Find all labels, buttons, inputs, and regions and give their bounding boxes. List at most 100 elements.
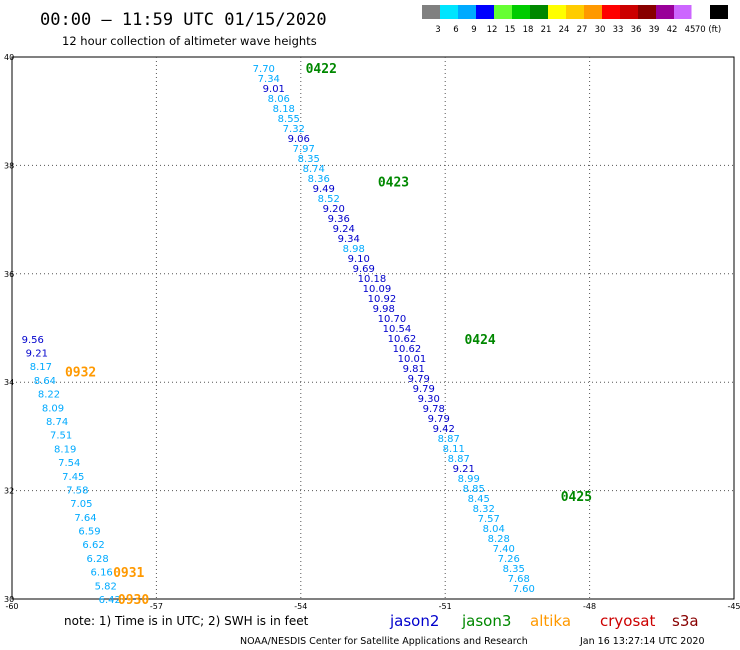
wave-height-value: 8.87 [448, 454, 470, 465]
wave-height-value: 7.26 [498, 554, 520, 565]
colorbar-label: 3 [435, 25, 440, 35]
wave-height-value: 9.10 [348, 254, 370, 265]
pass-labels: 0422 0423 0424 0425 0932 0931 0930 [65, 62, 592, 608]
pass-time-label: 0424 [464, 333, 495, 348]
wave-height-value: 10.54 [383, 324, 412, 335]
plot-border [11, 56, 735, 600]
wave-height-value: 7.97 [293, 144, 315, 155]
wave-height-value: 8.45 [468, 494, 490, 505]
wave-height-value: 8.64 [34, 376, 56, 387]
colorbar-label: 33 [613, 25, 624, 35]
wave-height-value: 8.22 [38, 390, 60, 401]
colorbar-swatch [512, 5, 530, 19]
colorbar-label: 21 [541, 25, 552, 35]
colorbar-label: 6 [453, 25, 458, 35]
y-tick-label: 34 [4, 378, 14, 387]
wave-height-value: 7.54 [58, 458, 80, 469]
legend-jason2: jason2 [389, 612, 439, 630]
wave-height-value: 8.99 [458, 474, 480, 485]
colorbar-swatch [440, 5, 458, 19]
colorbar-swatch [674, 5, 692, 19]
satellite-legend: jason2 jason3 altika cryosat s3a [389, 612, 699, 630]
colorbar-swatch [458, 5, 476, 19]
chart-subtitle: 12 hour collection of altimeter wave hei… [62, 34, 317, 48]
data-points: 7.707.349.018.068.188.557.329.067.978.35… [22, 64, 535, 606]
colorbar-swatch [656, 5, 674, 19]
pass-time-label: 0423 [378, 176, 409, 191]
x-tick-label: -60 [5, 602, 18, 611]
wave-height-value: 8.35 [503, 564, 525, 575]
colorbar-label: 39 [649, 25, 660, 35]
wave-height-value: 7.34 [258, 74, 280, 85]
wave-height-value: 8.19 [54, 444, 76, 455]
colorbar-swatch [638, 5, 656, 19]
wave-height-value: 8.85 [463, 484, 485, 495]
wave-height-value: 8.98 [343, 244, 365, 255]
wave-height-value: 9.01 [263, 84, 285, 95]
wave-height-value: 7.57 [478, 514, 500, 525]
wave-height-value: 6.28 [86, 554, 108, 565]
colorbar-swatch [710, 5, 728, 19]
wave-height-value: 8.32 [473, 504, 495, 515]
gridlines [12, 57, 734, 599]
pass-time-label: 0425 [561, 490, 592, 505]
wave-height-value: 7.05 [70, 499, 92, 510]
wave-height-value: 7.64 [74, 513, 96, 524]
wave-height-value: 9.20 [323, 204, 345, 215]
wave-height-value: 8.17 [30, 362, 52, 373]
wave-height-value: 6.16 [91, 568, 113, 579]
wave-height-value: 9.79 [408, 374, 430, 385]
colorbar-swatch [584, 5, 602, 19]
colorbar-label: 70 (ft) [695, 25, 721, 35]
x-tick-label: -45 [727, 602, 740, 611]
wave-height-value: 8.74 [46, 417, 68, 428]
wave-height-value: 9.49 [313, 184, 335, 195]
wave-height-value: 7.32 [283, 124, 305, 135]
wave-height-value: 8.36 [308, 174, 330, 185]
wave-height-value: 7.58 [66, 485, 88, 496]
footnote: note: 1) Time is in UTC; 2) SWH is in fe… [64, 614, 309, 628]
credit-line: NOAA/NESDIS Center for Satellite Applica… [240, 636, 528, 647]
wave-height-value: 9.36 [328, 214, 350, 225]
wave-height-value: 9.79 [428, 414, 450, 425]
pass-time-label: 0932 [65, 365, 96, 380]
colorbar-label: 45 [685, 25, 696, 35]
colorbar-swatch [422, 5, 440, 19]
colorbar-label: 36 [631, 25, 642, 35]
wave-height-value: 6.59 [78, 527, 100, 538]
legend-altika: altika [530, 612, 571, 630]
wave-height-value: 9.21 [26, 349, 48, 360]
x-tick-label: -57 [150, 602, 163, 611]
wave-height-value: 8.04 [483, 524, 505, 535]
x-tick-label: -51 [439, 602, 452, 611]
colorbar-swatch [602, 5, 620, 19]
colorbar-swatch [620, 5, 638, 19]
legend-s3a: s3a [672, 612, 699, 630]
wave-height-value: 9.21 [453, 464, 475, 475]
wave-height-value: 8.74 [303, 164, 325, 175]
wave-height-value: 10.92 [368, 294, 397, 305]
y-tick-label: 30 [4, 595, 14, 604]
colorbar-label: 24 [559, 25, 570, 35]
wave-height-value: 8.35 [298, 154, 320, 165]
wave-height-value: 9.56 [22, 335, 44, 346]
wave-height-value: 6.62 [82, 540, 104, 551]
colorbar-label: 18 [523, 25, 534, 35]
colorbar-swatch [566, 5, 584, 19]
wave-height-value: 8.55 [278, 114, 300, 125]
wave-height-value: 10.18 [358, 274, 387, 285]
colorbar: 3 6 9 12 15 18 21 24 27 30 33 36 39 42 45 70 (ft) [422, 4, 728, 35]
wave-height-value: 9.79 [413, 384, 435, 395]
wave-height-value: 8.11 [443, 444, 465, 455]
legend-cryosat: cryosat [600, 612, 655, 630]
wave-height-value: 9.06 [288, 134, 310, 145]
wave-height-value: 10.62 [388, 334, 417, 345]
colorbar-label: 30 [595, 25, 606, 35]
wave-height-value: 9.81 [403, 364, 425, 375]
wave-height-value: 7.68 [508, 574, 530, 585]
chart-title: 00:00 – 11:59 UTC 01/15/2020 [40, 10, 327, 30]
colorbar-swatch [548, 5, 566, 19]
colorbar-swatch [476, 5, 494, 19]
